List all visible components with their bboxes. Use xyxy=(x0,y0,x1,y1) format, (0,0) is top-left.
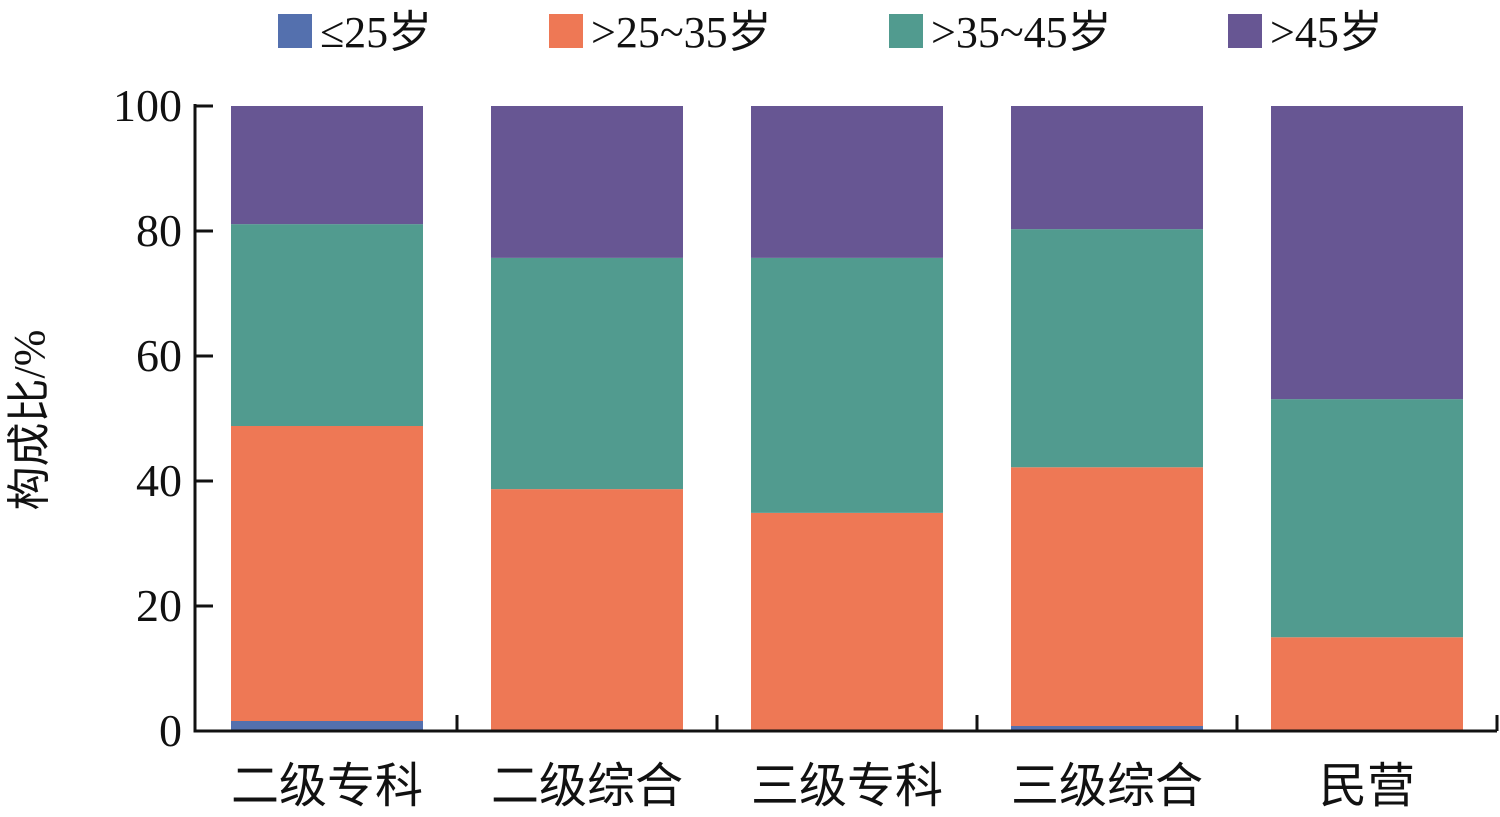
bar-segment-0-1 xyxy=(231,426,423,721)
legend-swatch-1 xyxy=(549,14,583,48)
bar-segment-4-3 xyxy=(1271,106,1463,400)
x-category-label-4: 民营 xyxy=(1319,760,1415,813)
y-axis-title: 构成比/% xyxy=(5,330,54,511)
bar-segment-3-2 xyxy=(1011,229,1203,468)
bar-segment-1-2 xyxy=(491,257,683,490)
y-ticks: 0 20 40 60 80 100 xyxy=(113,80,213,756)
bar-segment-0-0 xyxy=(231,721,423,731)
legend-label-0: ≤25岁 xyxy=(320,8,432,57)
bar-segment-2-2 xyxy=(751,257,943,513)
bar-segment-3-0 xyxy=(1011,726,1203,731)
legend: ≤25岁 >25~35岁 >35~45岁 >45岁 xyxy=(278,8,1383,57)
bar-segment-4-2 xyxy=(1271,399,1463,638)
bar-segment-0-2 xyxy=(231,224,423,426)
legend-swatch-3 xyxy=(1228,14,1262,48)
y-tick-label-1: 20 xyxy=(136,580,182,631)
x-category-label-1: 二级综合 xyxy=(491,760,683,813)
legend-label-2: >35~45岁 xyxy=(931,8,1112,57)
bar-segment-1-3 xyxy=(491,106,683,258)
legend-swatch-2 xyxy=(889,14,923,48)
bar-segment-2-1 xyxy=(751,512,943,731)
y-tick-label-5: 100 xyxy=(113,80,182,131)
x-category-label-0: 二级专科 xyxy=(231,760,423,813)
bar-segment-2-3 xyxy=(751,106,943,258)
x-categories: 二级专科 二级综合 三级专科 三级综合 民营 xyxy=(231,760,1415,813)
y-tick-label-4: 80 xyxy=(136,205,182,256)
bar-segment-0-3 xyxy=(231,106,423,225)
y-tick-label-3: 60 xyxy=(136,330,182,381)
bar-segment-4-1 xyxy=(1271,637,1463,731)
bar-segment-3-3 xyxy=(1011,106,1203,230)
legend-label-3: >45岁 xyxy=(1270,8,1383,57)
bars xyxy=(231,106,1463,731)
axes xyxy=(193,104,1499,733)
bar-segment-1-1 xyxy=(491,489,683,731)
y-tick-label-2: 40 xyxy=(136,455,182,506)
legend-label-1: >25~35岁 xyxy=(591,8,772,57)
legend-swatch-0 xyxy=(278,14,312,48)
bar-segment-3-1 xyxy=(1011,467,1203,726)
x-category-label-2: 三级专科 xyxy=(751,760,943,813)
x-category-label-3: 三级综合 xyxy=(1011,760,1203,813)
y-tick-label-0: 0 xyxy=(159,705,182,756)
